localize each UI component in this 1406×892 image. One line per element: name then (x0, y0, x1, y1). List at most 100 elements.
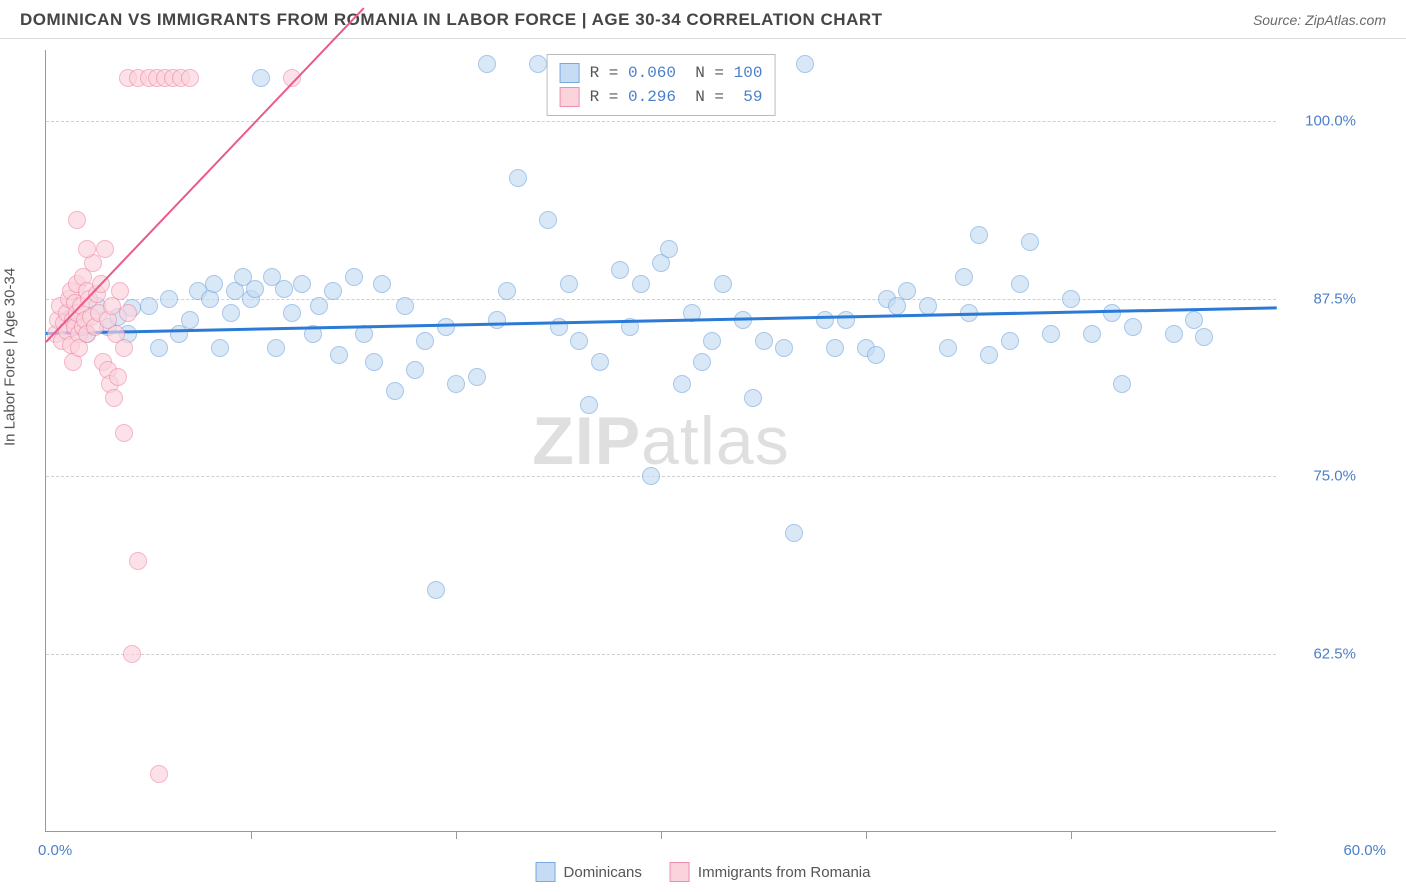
data-point (111, 282, 129, 300)
data-point (693, 353, 711, 371)
data-point (570, 332, 588, 350)
data-point (642, 467, 660, 485)
data-point (386, 382, 404, 400)
data-point (109, 368, 127, 386)
data-point (632, 275, 650, 293)
data-point (611, 261, 629, 279)
chart-source: Source: ZipAtlas.com (1253, 12, 1386, 28)
x-tick (1071, 831, 1072, 839)
data-point (785, 524, 803, 542)
data-point (78, 240, 96, 258)
data-point (150, 339, 168, 357)
data-point (105, 389, 123, 407)
data-point (396, 297, 414, 315)
data-point (181, 69, 199, 87)
data-point (919, 297, 937, 315)
data-point (796, 55, 814, 73)
data-point (96, 240, 114, 258)
chart-legend: Dominicans Immigrants from Romania (536, 862, 871, 882)
data-point (345, 268, 363, 286)
data-point (1165, 325, 1183, 343)
data-point (955, 268, 973, 286)
legend-swatch-icon (670, 862, 690, 882)
data-point (529, 55, 547, 73)
legend-item-dominicans: Dominicans (536, 862, 642, 882)
gridline-horizontal (46, 121, 1276, 122)
stats-row: R = 0.060 N = 100 (560, 61, 763, 85)
y-tick-label: 75.0% (1286, 468, 1356, 485)
data-point (673, 375, 691, 393)
data-point (816, 311, 834, 329)
x-tick (251, 831, 252, 839)
data-point (1042, 325, 1060, 343)
data-point (150, 765, 168, 783)
data-point (703, 332, 721, 350)
data-point (591, 353, 609, 371)
data-point (1011, 275, 1029, 293)
y-tick-label: 100.0% (1286, 113, 1356, 130)
stats-row: R = 0.296 N = 59 (560, 85, 763, 109)
data-point (205, 275, 223, 293)
data-point (211, 339, 229, 357)
data-point (1083, 325, 1101, 343)
data-point (775, 339, 793, 357)
data-point (1113, 375, 1131, 393)
data-point (1103, 304, 1121, 322)
correlation-stats-box: R = 0.060 N = 100R = 0.296 N = 59 (547, 54, 776, 116)
data-point (115, 339, 133, 357)
data-point (427, 581, 445, 599)
gridline-horizontal (46, 476, 1276, 477)
data-point (330, 346, 348, 364)
gridline-horizontal (46, 654, 1276, 655)
data-point (115, 424, 133, 442)
data-point (437, 318, 455, 336)
data-point (468, 368, 486, 386)
data-point (939, 339, 957, 357)
data-point (119, 304, 137, 322)
x-min-label: 0.0% (38, 842, 72, 859)
data-point (406, 361, 424, 379)
data-point (539, 211, 557, 229)
data-point (837, 311, 855, 329)
data-point (222, 304, 240, 322)
watermark-light: atlas (641, 403, 790, 479)
data-point (1001, 332, 1019, 350)
y-tick-label: 62.5% (1286, 645, 1356, 662)
watermark: ZIPatlas (532, 402, 789, 480)
y-axis-title: In Labor Force | Age 30-34 (2, 268, 19, 446)
data-point (498, 282, 516, 300)
legend-label: Immigrants from Romania (698, 864, 871, 881)
data-point (416, 332, 434, 350)
series-swatch-icon (560, 87, 580, 107)
data-point (68, 211, 86, 229)
chart-title: DOMINICAN VS IMMIGRANTS FROM ROMANIA IN … (20, 10, 883, 30)
series-swatch-icon (560, 63, 580, 83)
data-point (447, 375, 465, 393)
scatter-chart: ZIPatlas 62.5%75.0%87.5%100.0%0.0%60.0%R… (45, 50, 1276, 832)
data-point (580, 396, 598, 414)
data-point (714, 275, 732, 293)
data-point (293, 275, 311, 293)
data-point (123, 645, 141, 663)
data-point (980, 346, 998, 364)
data-point (324, 282, 342, 300)
data-point (160, 290, 178, 308)
stats-text: R = 0.296 N = 59 (590, 85, 763, 109)
data-point (365, 353, 383, 371)
data-point (1021, 233, 1039, 251)
data-point (129, 552, 147, 570)
chart-header: DOMINICAN VS IMMIGRANTS FROM ROMANIA IN … (0, 0, 1406, 39)
data-point (1195, 328, 1213, 346)
data-point (246, 280, 264, 298)
data-point (826, 339, 844, 357)
data-point (373, 275, 391, 293)
data-point (755, 332, 773, 350)
data-point (1062, 290, 1080, 308)
data-point (267, 339, 285, 357)
data-point (898, 282, 916, 300)
x-tick (456, 831, 457, 839)
data-point (509, 169, 527, 187)
data-point (140, 297, 158, 315)
data-point (478, 55, 496, 73)
data-point (275, 280, 293, 298)
